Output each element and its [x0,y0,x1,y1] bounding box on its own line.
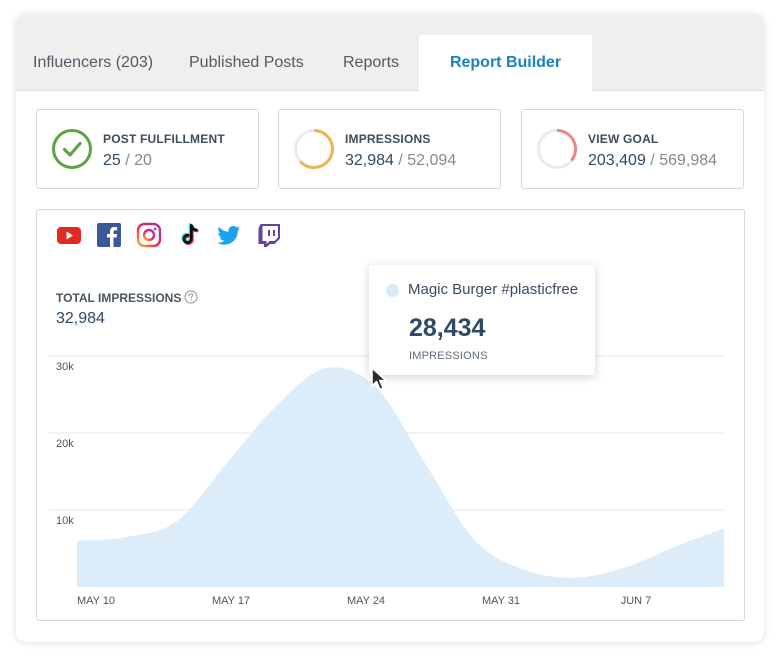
checkmark-icon [52,129,92,169]
total-impressions-value: 32,984 [56,310,105,327]
instagram-icon[interactable] [136,222,162,248]
y-tick-label: 30k [56,361,74,373]
chart-tooltip: Magic Burger #plasticfree 28,434 IMPRESS… [369,265,595,375]
twitter-icon[interactable] [216,222,242,248]
y-tick-label: 20k [56,438,74,450]
tab-published-posts[interactable]: Published Posts [189,54,304,71]
stat-value: 32,984 / 52,094 [345,152,457,169]
tab-report-builder[interactable]: Report Builder [419,35,592,91]
stat-label: VIEW GOAL [588,132,659,146]
x-tick-label: MAY 24 [347,595,385,607]
stat-value: 203,409 / 569,984 [588,152,718,169]
impressions-progress-ring [294,129,334,169]
facebook-icon[interactable] [96,222,122,248]
y-tick-label: 10k [56,515,74,527]
x-tick-label: MAY 17 [212,595,250,607]
tooltip-unit: IMPRESSIONS [409,350,488,362]
report-card: Influencers (203) Published Posts Report… [16,14,764,642]
tab-bar: Influencers (203) Published Posts Report… [16,14,764,91]
x-tick-label: JUN 7 [621,595,652,607]
youtube-icon[interactable] [56,222,82,248]
series-color-dot [386,284,399,297]
impressions-chart-panel: TOTAL IMPRESSIONS 32,984 10k 20k 30k MAY 10… [36,209,745,621]
post-fulfillment-card: POST FULFILLMENT 25 / 20 [36,109,259,189]
total-impressions-label: TOTAL IMPRESSIONS [56,290,198,305]
tab-influencers[interactable]: Influencers (203) [33,54,154,71]
area-series [77,367,724,587]
stat-value: 25 / 20 [103,152,152,169]
tooltip-value: 28,434 [409,314,486,342]
tab-reports[interactable]: Reports [343,54,400,71]
view-goal-progress-ring [537,129,577,169]
stat-label: POST FULFILLMENT [103,132,225,146]
mouse-pointer-icon [371,367,387,391]
twitch-icon[interactable] [256,222,282,248]
stat-label: IMPRESSIONS [345,132,431,146]
x-tick-label: MAY 31 [482,595,520,607]
impressions-card: IMPRESSIONS 32,984 / 52,094 [278,109,501,189]
tiktok-icon[interactable] [176,222,202,248]
tooltip-series-name: Magic Burger #plasticfree [408,281,579,298]
impressions-area-chart: 10k 20k 30k MAY 10 MAY 17 MAY 24 MAY 31 JUN 7 [49,355,724,607]
help-icon[interactable] [184,290,198,304]
x-tick-label: MAY 10 [77,595,115,607]
view-goal-card: VIEW GOAL 203,409 / 569,984 [521,109,744,189]
